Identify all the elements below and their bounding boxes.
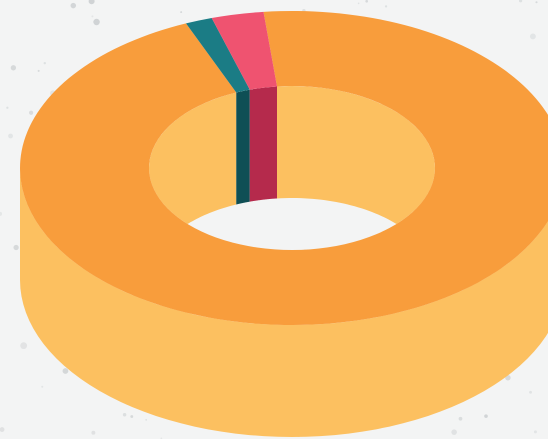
speckle [384, 5, 388, 8]
donut-hole [149, 86, 435, 250]
speckle [10, 65, 17, 71]
speckle [357, 2, 360, 5]
speckle [145, 419, 147, 421]
speckle [529, 33, 536, 40]
slice-3-top [211, 11, 278, 90]
speckle [91, 15, 94, 18]
speckle [122, 413, 127, 417]
speckle [43, 61, 46, 65]
speckle [41, 385, 44, 388]
speckle [0, 427, 5, 432]
speckle [533, 430, 537, 434]
speckle [6, 106, 9, 109]
speckle [91, 430, 96, 435]
speckle [535, 1, 538, 4]
speckle [70, 2, 77, 9]
slice-2-top [186, 18, 250, 93]
speckle [529, 390, 532, 394]
speckle [130, 415, 134, 418]
donut-chart-body [20, 10, 548, 437]
speckle [0, 211, 3, 216]
speckle [13, 244, 19, 251]
speckle [518, 0, 523, 3]
slice-1-inner-wall [277, 86, 435, 250]
speckle [37, 69, 40, 72]
speckle [20, 342, 28, 350]
speckle [93, 18, 100, 26]
speckle [88, 0, 95, 5]
speckle [365, 0, 369, 3]
slice-1-outer-wall [20, 168, 548, 437]
speckle [484, 414, 488, 418]
slice-2-inner-wall [236, 89, 250, 205]
slice-3-inner-wall [249, 86, 278, 202]
speckle [62, 368, 69, 374]
speckle [458, 416, 463, 421]
speckle [29, 110, 34, 115]
speckle [180, 11, 183, 14]
speckle [8, 133, 13, 139]
speckle [451, 429, 457, 435]
slice-1-top [20, 10, 548, 325]
